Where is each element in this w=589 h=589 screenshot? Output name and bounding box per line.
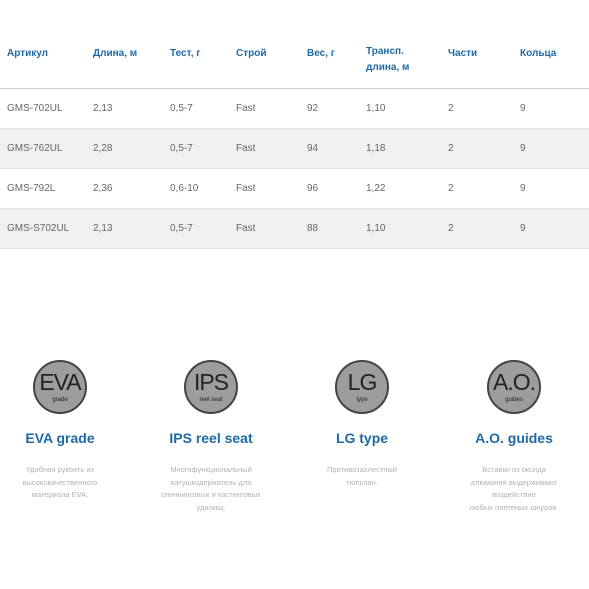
header-action: Строй [236,48,267,59]
table-row: GMS-S702UL 2,13 0,5-7 Fast 88 1,10 2 9 [0,209,589,249]
cell-weight: 94 [307,143,319,154]
table-row: GMS-702UL 2,13 0,5-7 Fast 92 1,10 2 9 [0,89,589,129]
cell-article: GMS-792L [7,183,56,194]
badge-sub: grade [52,397,68,403]
cell-action: Fast [236,223,256,234]
header-article: Артикул [7,48,49,59]
cell-transport-length: 1,18 [366,143,386,154]
badge-sub: type [356,397,368,403]
cell-test: 0,6-10 [170,183,199,194]
cell-length: 2,13 [93,103,113,114]
feature-title: EVA grade [25,430,95,446]
feature-ao-guides: A.O. guides A.O. guides Вставки из оксид… [439,360,589,514]
header-transport-length: Трансп. длина, м [366,46,410,73]
ao-badge-icon: A.O. guides [487,360,541,414]
table-row: GMS-792L 2,36 0,6-10 Fast 96 1,22 2 9 [0,169,589,209]
cell-guides: 9 [520,223,526,234]
cell-length: 2,28 [93,143,113,154]
header-guides: Кольца [520,48,557,59]
badge-sub: guides [505,397,523,403]
cell-weight: 92 [307,103,319,114]
cell-sections: 2 [448,103,454,114]
feature-lg-type: LG type LG type Противозахлестный тюльпа… [287,360,437,489]
badge-abbr: EVA [39,369,81,395]
table-header: Артикул Длина, м Тест, г Строй Вес, г Тр… [0,0,589,89]
header-sections: Части [448,48,478,59]
badge-abbr: A.O. [492,369,536,395]
cell-action: Fast [236,143,256,154]
header-test: Тест, г [170,48,201,59]
feature-description: Вставки из оксида алюминия выдерживают в… [469,465,559,512]
header-length: Длина, м [93,48,138,59]
cell-test: 0,5-7 [170,103,193,114]
cell-sections: 2 [448,223,454,234]
ips-badge-icon: IPS reel seat [184,360,238,414]
cell-sections: 2 [448,143,454,154]
cell-test: 0,5-7 [170,143,193,154]
feature-description: Удобная рукоять из высококачественного м… [22,465,98,499]
cell-weight: 88 [307,223,319,234]
header-weight: Вес, г [307,48,335,59]
cell-weight: 96 [307,183,319,194]
feature-eva-grade: EVA grade EVA grade Удобная рукоять из в… [0,360,135,502]
cell-guides: 9 [520,183,526,194]
features-section: EVA grade EVA grade Удобная рукоять из в… [0,360,589,560]
cell-length: 2,13 [93,223,113,234]
cell-test: 0,5-7 [170,223,193,234]
cell-article: GMS-S702UL [7,223,70,234]
badge-abbr: LG [347,369,378,395]
feature-title: LG type [335,430,389,446]
feature-title: IPS reel seat [169,430,253,446]
cell-guides: 9 [520,103,526,114]
cell-article: GMS-762UL [7,143,63,154]
feature-description: Противозахлестный тюльпан. [327,465,397,487]
cell-action: Fast [236,103,256,114]
cell-transport-length: 1,10 [366,103,386,114]
cell-action: Fast [236,183,256,194]
badge-abbr: IPS [193,369,229,395]
cell-transport-length: 1,22 [366,183,386,194]
cell-length: 2,36 [93,183,113,194]
feature-description: Многофункциональный катушкодержатель для… [161,465,261,512]
feature-ips-reel-seat: IPS reel seat IPS reel seat Многофункцио… [136,360,286,514]
table-row: GMS-762UL 2,28 0,5-7 Fast 94 1,18 2 9 [0,129,589,169]
eva-badge-icon: EVA grade [33,360,87,414]
cell-transport-length: 1,10 [366,223,386,234]
lg-badge-icon: LG type [335,360,389,414]
feature-title: A.O. guides [475,430,553,446]
spec-table: Артикул Длина, м Тест, г Строй Вес, г Тр… [0,0,589,249]
cell-sections: 2 [448,183,454,194]
cell-guides: 9 [520,143,526,154]
badge-sub: reel seat [199,397,223,403]
cell-article: GMS-702UL [7,103,63,114]
